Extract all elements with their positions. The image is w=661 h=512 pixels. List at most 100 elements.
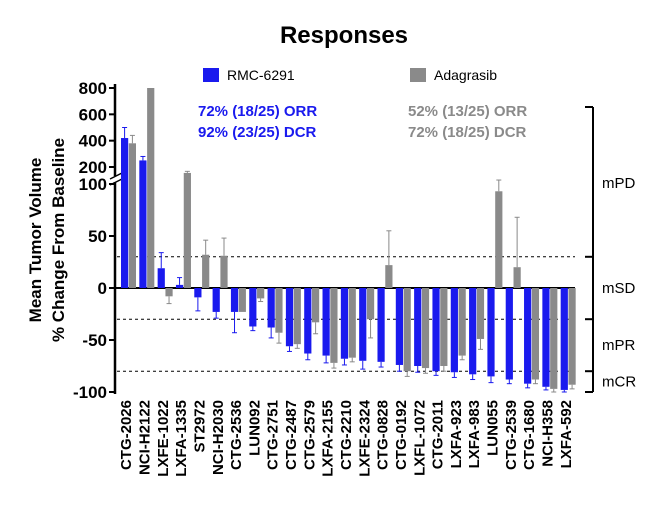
- category-label: CTG-2539: [503, 400, 520, 470]
- axis-break-mark: [109, 178, 123, 186]
- bar-rmc: [212, 288, 220, 312]
- bar-adagrasib: [312, 288, 320, 323]
- bar-rmc: [304, 288, 312, 354]
- bar-rmc: [285, 288, 294, 347]
- legend-swatch-adagrasib: [410, 68, 426, 82]
- bar-adagrasib: [403, 288, 411, 372]
- bar-rmc: [560, 288, 568, 390]
- category-label: CTG-0192: [393, 400, 410, 470]
- bar-adagrasib: [128, 143, 136, 288]
- bar-adagrasib: [257, 288, 265, 299]
- bar-adagrasib: [183, 172, 191, 288]
- category-label: CTG-1680: [521, 400, 538, 470]
- bar-rmc: [414, 288, 422, 366]
- bar-adagrasib: [147, 88, 155, 288]
- y-tick-label: -100: [73, 383, 107, 402]
- annotation-rmc-orr: 72% (18/25) ORR: [198, 103, 317, 120]
- category-label: NCI-H358: [540, 400, 557, 467]
- y-tick-label: 200: [79, 158, 107, 177]
- category-label: ST2972: [191, 400, 208, 453]
- bar-rmc: [395, 288, 403, 365]
- bar-rmc: [267, 288, 275, 328]
- bar-rmc: [524, 288, 532, 384]
- category-label: LUN092: [246, 400, 263, 456]
- category-label: LXFA-983: [466, 400, 483, 468]
- bar-rmc: [542, 288, 550, 387]
- y-tick-label: 400: [79, 132, 107, 151]
- bar-adagrasib: [495, 191, 503, 288]
- y-axis-title: Mean Tumor Volume % Change From Baseline: [26, 138, 68, 342]
- bar-rmc: [450, 288, 458, 373]
- category-label: LXFA-1335: [173, 400, 190, 477]
- bar-rmc: [469, 288, 477, 375]
- legend-swatch-rmc: [203, 68, 219, 82]
- y-axis-title-line-1: Mean Tumor Volume: [26, 158, 45, 323]
- bar-adagrasib: [366, 288, 375, 320]
- response-label-msd: mSD: [602, 280, 636, 297]
- bar-rmc: [230, 288, 239, 312]
- y-tick-label: 600: [79, 105, 107, 124]
- bar-rmc: [322, 288, 330, 356]
- category-label: LUN055: [485, 400, 502, 456]
- category-label: CTG-2536: [228, 400, 245, 470]
- bar-adagrasib: [513, 267, 521, 288]
- category-label: CTG-2579: [301, 400, 318, 470]
- response-label-mpr: mPR: [602, 337, 636, 354]
- legend-label-rmc: RMC-6291: [227, 67, 295, 83]
- category-label: LXFA-592: [558, 400, 575, 468]
- bar-adagrasib: [421, 288, 430, 369]
- bar-rmc: [432, 288, 440, 372]
- category-label: LXFA-923: [448, 400, 465, 468]
- category-labels: CTG-2026 NCI-H2122 LXFE-1022 LXFA-1335 ST297…: [118, 399, 575, 476]
- bar-rmc: [487, 288, 495, 377]
- bar-adagrasib: [550, 288, 558, 389]
- annotation-adagrasib-orr: 52% (13/25) ORR: [408, 103, 527, 120]
- bar-adagrasib: [531, 288, 540, 380]
- category-label: CTG-2026: [118, 400, 135, 470]
- category-label: CTG-2210: [338, 400, 355, 470]
- category-label: CTG-2751: [265, 400, 282, 470]
- category-label: LXFA-2155: [320, 400, 337, 477]
- bar-adagrasib: [348, 288, 356, 358]
- y-tick-label: -50: [82, 331, 107, 350]
- bar-rmc: [505, 288, 513, 380]
- bar-adagrasib: [165, 288, 173, 297]
- bar-adagrasib: [440, 288, 448, 366]
- y-tick-label: 50: [88, 227, 107, 246]
- annotation-rmc-dcr: 92% (23/25) DCR: [198, 124, 317, 141]
- category-label: LXFE-2324: [356, 399, 373, 476]
- bar-adagrasib: [293, 288, 301, 345]
- category-label: LXFE-1022: [155, 400, 172, 477]
- bar-rmc: [157, 268, 165, 288]
- y-tick-label: 800: [79, 79, 107, 98]
- bar-rmc: [139, 160, 147, 288]
- y-axis-title-line-2: % Change From Baseline: [49, 138, 68, 342]
- axis-break-mark: [109, 172, 123, 180]
- y-tick-label: 0: [98, 279, 107, 298]
- bar-adagrasib: [275, 288, 283, 333]
- bar-rmc: [249, 288, 257, 327]
- bar-rmc: [194, 288, 202, 298]
- category-label: CTG-0828: [375, 400, 392, 470]
- category-label: LXFL-1072: [411, 400, 428, 476]
- bar-adagrasib: [202, 254, 210, 288]
- bar-adagrasib: [476, 288, 485, 339]
- y-tick-label: 100: [79, 175, 107, 194]
- category-label: CTG-2011: [430, 400, 447, 469]
- category-label: NCI-H2122: [136, 400, 153, 475]
- annotation-adagrasib-dcr: 72% (18/25) DCR: [408, 124, 527, 141]
- response-label-mpd: mPD: [602, 175, 636, 192]
- bar-rmc: [121, 138, 129, 288]
- bar-rmc: [340, 288, 349, 359]
- bar-adagrasib: [220, 255, 228, 288]
- bar-rmc: [377, 288, 385, 362]
- response-label-mcr: mCR: [602, 374, 636, 391]
- bar-adagrasib: [568, 288, 576, 385]
- legend-label-adagrasib: Adagrasib: [434, 67, 497, 83]
- bar-rmc: [359, 288, 367, 361]
- category-label: CTG-2487: [283, 400, 300, 470]
- category-label: NCI-H2030: [210, 400, 227, 475]
- bar-adagrasib: [385, 265, 393, 288]
- bar-adagrasib: [330, 288, 338, 363]
- bar-rmc: [175, 284, 184, 288]
